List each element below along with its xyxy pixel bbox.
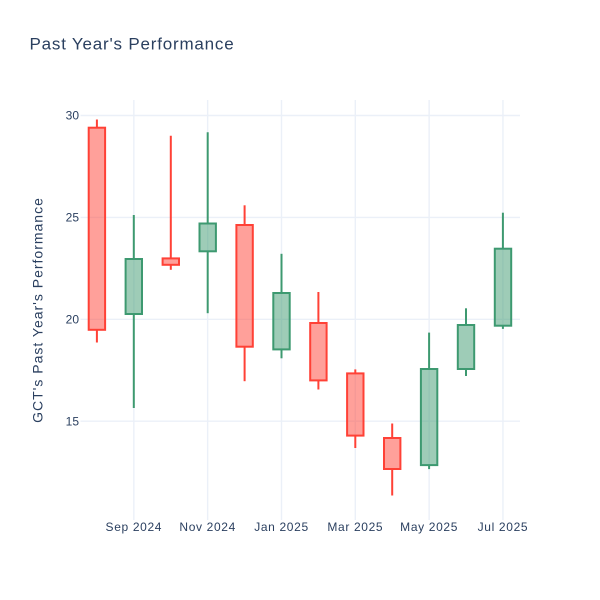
svg-text:Jul 2025: Jul 2025 [478, 520, 529, 534]
svg-text:Past Year's Performance: Past Year's Performance [30, 35, 235, 54]
svg-text:Jan 2025: Jan 2025 [254, 520, 309, 534]
svg-text:25: 25 [66, 211, 80, 225]
svg-text:20: 20 [66, 313, 80, 327]
svg-text:15: 15 [66, 414, 80, 428]
svg-text:30: 30 [66, 109, 80, 123]
svg-text:Sep 2024: Sep 2024 [106, 520, 163, 534]
svg-text:Mar 2025: Mar 2025 [327, 520, 383, 534]
svg-text:Nov 2024: Nov 2024 [179, 520, 236, 534]
svg-text:GCT's Past Year's Performance: GCT's Past Year's Performance [30, 197, 46, 423]
svg-text:May 2025: May 2025 [400, 520, 458, 534]
